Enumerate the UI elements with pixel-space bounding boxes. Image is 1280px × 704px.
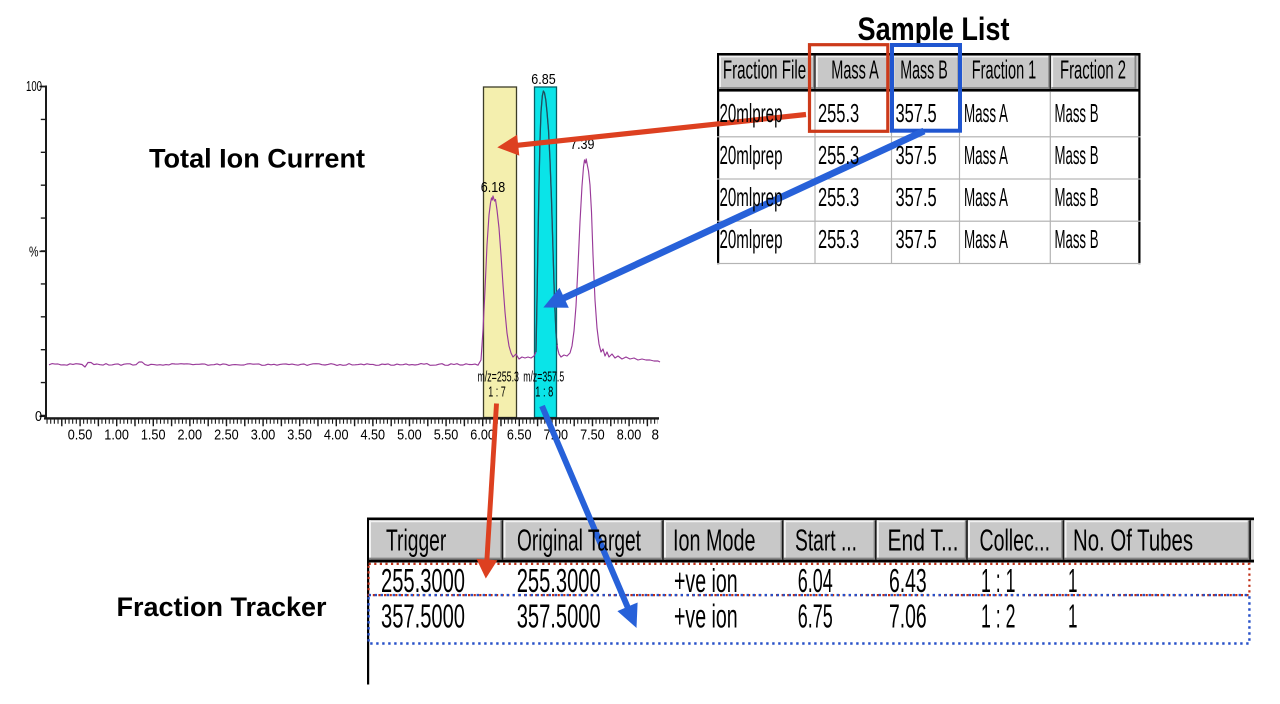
svg-text:255.3: 255.3 [818,140,859,170]
svg-text:0: 0 [35,409,42,425]
svg-text:Mass A: Mass A [831,55,879,85]
svg-text:6.00: 6.00 [470,428,495,444]
svg-text:Total Ion Current: Total Ion Current [149,144,365,174]
svg-text:1: 1 [1068,562,1078,599]
svg-text:20mlprep: 20mlprep [720,224,783,254]
svg-text:Mass B: Mass B [1055,182,1099,212]
svg-text:357.5: 357.5 [896,98,937,128]
svg-text:3.00: 3.00 [251,428,276,444]
svg-text:7.06: 7.06 [889,597,927,634]
svg-text:0.50: 0.50 [68,428,93,444]
svg-text:m/z=357.5: m/z=357.5 [523,369,564,385]
svg-text:255.3: 255.3 [818,98,859,128]
svg-text:m/z=255.3: m/z=255.3 [477,369,519,385]
svg-text:1.50: 1.50 [141,428,166,444]
svg-text:7.50: 7.50 [580,428,605,444]
svg-text:100: 100 [26,79,42,95]
svg-text:Mass B: Mass B [1055,224,1099,254]
svg-text:Mass A: Mass A [964,182,1008,212]
svg-text:1 : 7: 1 : 7 [488,385,506,401]
svg-text:357.5000: 357.5000 [381,597,465,634]
svg-text:20mlprep: 20mlprep [720,140,783,170]
svg-text:1.00: 1.00 [104,428,129,444]
svg-text:6.43: 6.43 [889,562,927,599]
svg-text:Fraction 2: Fraction 2 [1060,55,1126,85]
svg-text:3.50: 3.50 [287,428,312,444]
svg-text:255.3: 255.3 [818,182,859,212]
svg-text:8: 8 [652,428,660,444]
svg-text:Start ...: Start ... [795,523,857,558]
svg-text:%: % [29,245,39,261]
svg-text:Mass B: Mass B [1055,140,1099,170]
svg-text:6.50: 6.50 [507,428,532,444]
svg-text:4.00: 4.00 [324,428,349,444]
svg-text:357.5: 357.5 [896,140,937,170]
svg-text:6.75: 6.75 [798,597,833,634]
svg-text:Mass A: Mass A [964,224,1008,254]
svg-text:Original Target: Original Target [517,523,641,558]
svg-text:Mass B: Mass B [900,55,948,85]
svg-text:5.50: 5.50 [434,428,459,444]
svg-text:+ve ion: +ve ion [674,597,738,634]
svg-text:20mlprep: 20mlprep [720,98,783,128]
svg-text:255.3000: 255.3000 [381,562,465,599]
svg-text:+ve ion: +ve ion [674,562,738,599]
svg-text:1 : 1: 1 : 1 [981,562,1015,599]
svg-text:357.5: 357.5 [896,224,937,254]
svg-text:255.3000: 255.3000 [517,562,601,599]
svg-text:End T...: End T... [888,523,959,558]
svg-text:1: 1 [1068,597,1078,634]
svg-text:Sample List: Sample List [858,11,1010,47]
svg-text:Mass A: Mass A [964,98,1008,128]
svg-text:5.00: 5.00 [397,428,422,444]
svg-text:Fraction Tracker: Fraction Tracker [117,592,327,622]
svg-text:8.00: 8.00 [617,428,642,444]
svg-text:Collec...: Collec... [980,523,1051,558]
svg-text:6.18: 6.18 [481,180,505,196]
svg-text:Ion Mode: Ion Mode [673,523,756,558]
svg-text:Mass A: Mass A [964,140,1008,170]
svg-text:Mass B: Mass B [1055,98,1099,128]
svg-text:2.50: 2.50 [214,428,239,444]
svg-text:1 : 8: 1 : 8 [535,385,553,401]
svg-text:Trigger: Trigger [386,523,446,558]
svg-text:255.3: 255.3 [818,224,859,254]
svg-text:2.00: 2.00 [178,428,203,444]
svg-text:357.5000: 357.5000 [517,597,601,634]
svg-text:1 : 2: 1 : 2 [981,597,1015,634]
svg-text:357.5: 357.5 [896,182,937,212]
svg-text:No. Of Tubes: No. Of Tubes [1073,523,1193,558]
svg-text:6.04: 6.04 [798,562,833,599]
svg-text:20mlprep: 20mlprep [720,182,783,212]
svg-text:6.85: 6.85 [531,72,555,88]
svg-text:Fraction File: Fraction File [723,55,806,85]
svg-text:Fraction 1: Fraction 1 [972,55,1037,85]
svg-text:4.50: 4.50 [361,428,386,444]
